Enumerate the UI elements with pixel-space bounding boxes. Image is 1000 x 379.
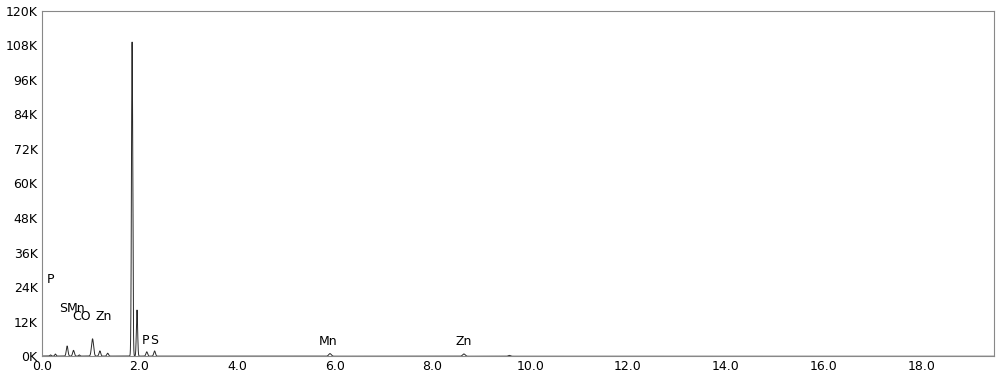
Text: Zn: Zn	[456, 335, 472, 348]
Text: Mn: Mn	[319, 335, 338, 348]
Text: P: P	[142, 334, 149, 347]
Text: P: P	[47, 273, 54, 286]
Text: S: S	[59, 302, 67, 315]
Text: Zn: Zn	[95, 310, 112, 323]
Text: CO: CO	[72, 310, 91, 323]
Text: Mn: Mn	[67, 302, 86, 315]
Text: S: S	[151, 334, 159, 347]
